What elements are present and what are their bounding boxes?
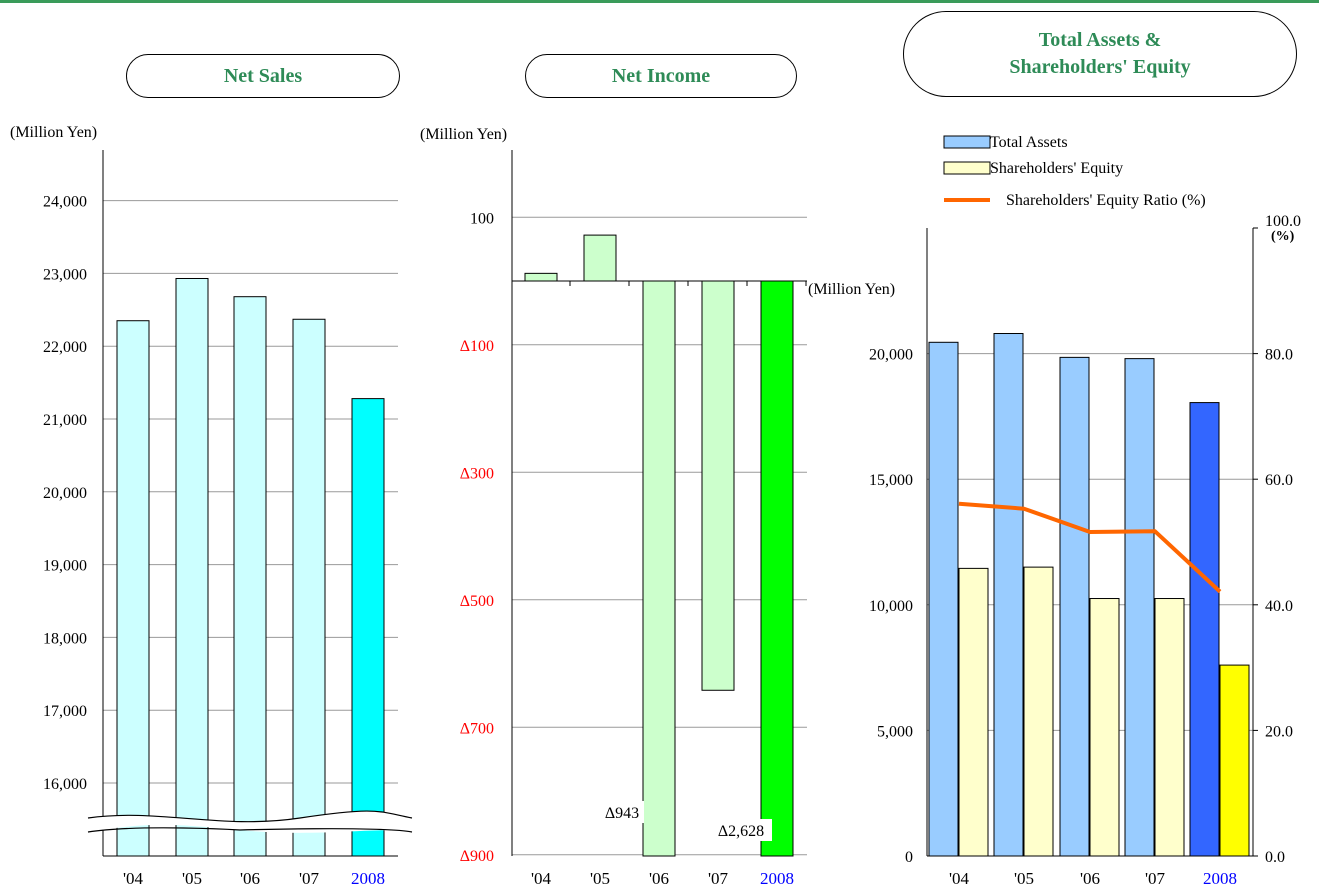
- assets-title-line1: Total Assets &: [1038, 29, 1162, 51]
- net-income-ylabel: (Million Yen): [420, 126, 507, 143]
- assets-ytick-label: 0: [905, 849, 913, 866]
- equity-bar: [1154, 598, 1185, 857]
- net-income-ytick-label: Δ300: [460, 465, 494, 482]
- net-sales-ytick-label: 19,000: [43, 558, 87, 575]
- assets-ytick-label: 15,000: [869, 472, 913, 489]
- net-sales-bar: [351, 398, 385, 857]
- assets-y2tick-label: 0.0: [1265, 849, 1285, 866]
- equity-bar: [1089, 598, 1120, 857]
- net-sales-title-pill: Net Sales: [126, 54, 400, 98]
- net-sales-title: Net Sales: [223, 64, 303, 87]
- net-income-bar: [760, 280, 794, 857]
- net-income-data-label: Δ943: [605, 805, 639, 822]
- net-income-category-label: '05: [590, 869, 610, 888]
- net-income-category-label: '06: [649, 869, 669, 888]
- equity-bar: [1023, 566, 1054, 857]
- legend-swatch: [943, 161, 991, 175]
- top-rule: [0, 0, 1319, 3]
- net-sales-axis-break-line: [87, 827, 413, 833]
- assets-y2label: (%): [1271, 229, 1295, 244]
- equity-bar: [958, 567, 989, 857]
- net-income-data-label-bg: [710, 819, 772, 841]
- total-assets-bar: [1124, 358, 1155, 857]
- net-income-ytick-label: Δ700: [460, 720, 494, 737]
- legend-label: Total Assets: [990, 134, 1068, 151]
- assets-ylabel: (Million Yen): [808, 281, 895, 298]
- net-sales-ytick-label: 16,000: [43, 776, 87, 793]
- net-sales-ytick-label: 23,000: [43, 266, 87, 283]
- net-sales-bar: [175, 277, 209, 857]
- total-assets-bar: [1189, 402, 1220, 857]
- net-income-title: Net Income: [611, 64, 711, 87]
- net-sales-ytick-label: 20,000: [43, 485, 87, 502]
- net-income-ytick-label: Δ500: [460, 593, 494, 610]
- assets-y2tick-label: 20.0: [1265, 723, 1293, 740]
- net-sales-bar: [292, 318, 326, 857]
- assets-category-label: 2008: [1203, 869, 1237, 888]
- net-income-title-pill: Net Income: [525, 54, 797, 98]
- net-sales-ytick-label: 22,000: [43, 339, 87, 356]
- net-income-category-label: '04: [531, 869, 552, 888]
- total-assets-bar: [1059, 356, 1090, 857]
- net-income-ytick-label: 100: [470, 210, 494, 227]
- assets-category-label: '04: [949, 869, 970, 888]
- net-sales-ytick-label: 17,000: [43, 703, 87, 720]
- net-sales-ytick-label: 21,000: [43, 412, 87, 429]
- net-sales-axis-break-line: [87, 810, 413, 823]
- net-income-bar: [583, 234, 617, 282]
- net-income-ytick-label: Δ100: [460, 338, 494, 355]
- net-sales-ylabel: (Million Yen): [10, 124, 97, 141]
- net-income-category-label: 2008: [760, 869, 794, 888]
- net-income-data-label: Δ2,628: [718, 823, 764, 840]
- assets-y2tick-label: 80.0: [1265, 347, 1293, 364]
- assets-title: Total Assets & Shareholders' Equity: [1009, 27, 1190, 81]
- legend-label: Shareholders' Equity Ratio (%): [1006, 192, 1206, 209]
- net-income-category-label: '07: [708, 869, 729, 888]
- assets-category-label: '06: [1080, 869, 1100, 888]
- net-income-data-label-bg: [600, 801, 644, 823]
- net-sales-bar: [233, 296, 267, 857]
- net-income-bar: [642, 280, 676, 857]
- equity-ratio-line: [958, 501, 1222, 594]
- assets-title-pill: Total Assets & Shareholders' Equity: [903, 11, 1297, 97]
- total-assets-bar: [993, 333, 1024, 857]
- net-sales-category-label: '07: [299, 869, 320, 888]
- net-sales-category-label: '05: [182, 869, 202, 888]
- assets-y2tick-label: 40.0: [1265, 598, 1293, 615]
- legend-label: Shareholders' Equity: [990, 160, 1123, 177]
- assets-ytick-label: 10,000: [869, 598, 913, 615]
- total-assets-bar: [928, 341, 959, 857]
- net-sales-ytick-label: 24,000: [43, 194, 87, 211]
- net-income-bar: [701, 280, 735, 691]
- legend-swatch: [943, 135, 991, 149]
- assets-category-label: '07: [1145, 869, 1166, 888]
- net-income-ytick-label: Δ900: [460, 848, 494, 865]
- equity-bar: [1219, 664, 1250, 857]
- assets-y2tick-label: 60.0: [1265, 472, 1293, 489]
- assets-ytick-label: 5,000: [877, 723, 913, 740]
- net-sales-ytick-label: 18,000: [43, 630, 87, 647]
- net-sales-category-label: '04: [123, 869, 144, 888]
- net-sales-category-label: '06: [240, 869, 260, 888]
- assets-title-line2: Shareholders' Equity: [1009, 56, 1191, 78]
- net-sales-bar: [116, 320, 150, 857]
- net-sales-category-label: 2008: [351, 869, 385, 888]
- assets-y2tick-label: 100.0: [1265, 213, 1301, 230]
- assets-ytick-label: 20,000: [869, 347, 913, 364]
- assets-category-label: '05: [1014, 869, 1034, 888]
